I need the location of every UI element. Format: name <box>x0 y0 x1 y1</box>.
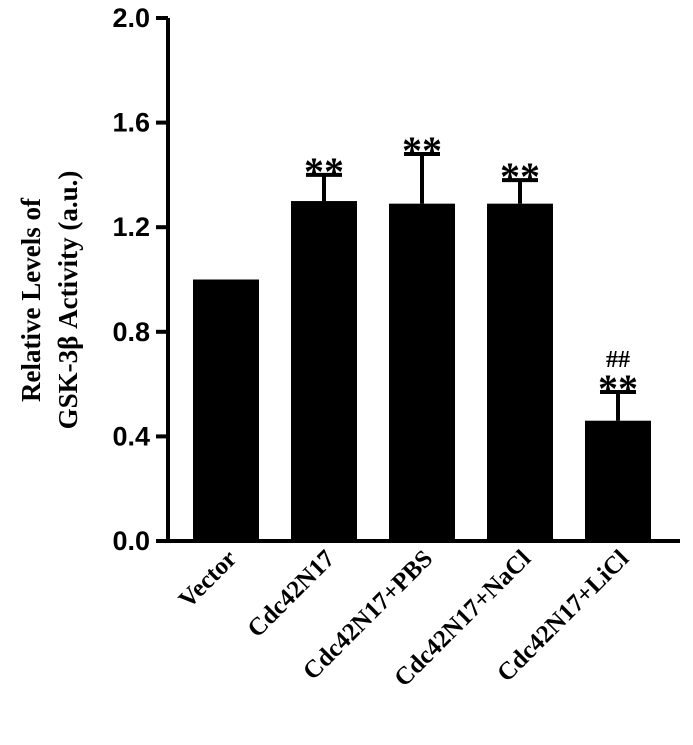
y-tick-label: 2.0 <box>112 3 150 33</box>
bar <box>291 201 357 542</box>
y-axis-label-line: GSK-3β Activity (a.u.) <box>53 171 83 430</box>
y-tick-label: 1.6 <box>112 108 150 138</box>
bar <box>389 203 455 542</box>
significance-label: ** <box>402 128 442 173</box>
bars: ** ******## <box>193 128 651 542</box>
x-tick-label: Vector <box>174 545 243 614</box>
x-tick-label: Cdc42N17 <box>243 545 341 643</box>
y-tick-label: 1.2 <box>112 212 150 242</box>
bar <box>487 203 553 542</box>
bar <box>585 420 651 541</box>
x-tick-labels: Vector Cdc42N17Cdc42N17+PBSCdc42N17+NaClC… <box>174 545 635 692</box>
y-ticks: 0.0 0.4 0.8 1.2 1.6 2.0 <box>112 3 168 556</box>
significance-label: ** <box>598 366 638 411</box>
significance-label-secondary: ## <box>606 347 630 373</box>
y-tick-label: 0.8 <box>112 317 150 347</box>
significance-label: ** <box>500 154 540 199</box>
y-axis-label-line: Relative Levels of <box>16 197 46 402</box>
y-axis-label: Relative Levels of GSK-3β Activity (a.u.) <box>16 171 83 430</box>
significance-label: ** <box>304 149 344 194</box>
y-tick-label: 0.0 <box>112 526 150 556</box>
y-tick-label: 0.4 <box>112 421 150 451</box>
bar <box>193 279 259 541</box>
